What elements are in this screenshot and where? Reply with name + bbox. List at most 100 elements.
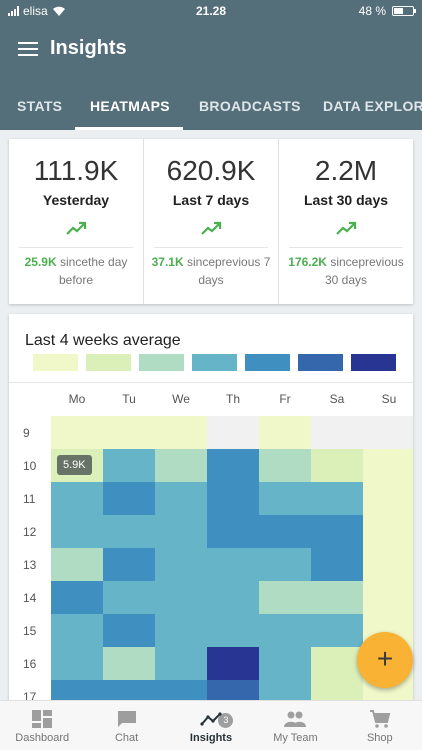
heatmap-cell[interactable]: [155, 581, 207, 614]
hour-label: 16: [23, 657, 37, 671]
heatmap-cell[interactable]: [155, 449, 207, 482]
nav-label: Insights: [189, 732, 233, 744]
dashboard-icon: [32, 710, 53, 728]
day-header: Mo: [68, 392, 86, 406]
heatmap-cell[interactable]: [51, 614, 103, 647]
heatmap-cell[interactable]: [259, 548, 311, 581]
nav-shop[interactable]: Shop: [338, 701, 422, 750]
heatmap-cell[interactable]: [51, 416, 103, 449]
heatmap-title: Last 4 weeks average: [25, 332, 181, 349]
signal-icon: [8, 6, 19, 16]
heatmap-cell[interactable]: [363, 449, 413, 482]
tab-data-explorer[interactable]: DATA EXPLORE: [323, 98, 422, 114]
tab-heatmaps[interactable]: HEATMAPS: [90, 98, 170, 114]
heatmap-card: Last 4 weeks average Mo Tu We Th Fr Sa Su 9 10 11…: [9, 314, 413, 704]
heatmap-cell[interactable]: [363, 416, 413, 449]
heatmap-cell[interactable]: [207, 416, 259, 449]
stat-last-7-days: 620.9K Last 7 days 37.1K sinceprevious 7…: [144, 139, 279, 304]
menu-icon[interactable]: [18, 42, 38, 58]
legend-swatch: [245, 354, 290, 371]
heatmap-cell[interactable]: [207, 614, 259, 647]
stat-label: Last 30 days: [303, 192, 389, 208]
heatmap-cell[interactable]: [363, 482, 413, 515]
heatmap-cell[interactable]: [103, 614, 155, 647]
heatmap-cell[interactable]: [363, 515, 413, 548]
status-time: 21.28: [195, 4, 227, 18]
heatmap-cell[interactable]: [363, 548, 413, 581]
heatmap-cell[interactable]: [363, 581, 413, 614]
stat-last-30-days: 2.2M Last 30 days 176.2K sinceprevious 3…: [279, 139, 413, 304]
stat-comparison: 37.1K sinceprevious 7 days: [151, 255, 271, 287]
nav-insights[interactable]: Insights: [169, 701, 253, 750]
tab-stats[interactable]: STATS: [17, 98, 63, 114]
legend-swatch: [351, 354, 396, 371]
heatmap-cell[interactable]: [259, 581, 311, 614]
heatmap-cell[interactable]: [155, 614, 207, 647]
heatmap-cell[interactable]: [259, 614, 311, 647]
legend-swatch: [139, 354, 184, 371]
nav-chat[interactable]: 3 Chat: [84, 701, 234, 750]
nav-label: Shop: [366, 732, 393, 744]
heatmap-cell[interactable]: [155, 548, 207, 581]
heatmap-cell[interactable]: [103, 482, 155, 515]
heatmap-cell[interactable]: [207, 581, 259, 614]
trending-up-icon: [201, 221, 222, 235]
day-header: Fr: [279, 392, 291, 406]
tab-broadcasts[interactable]: BROADCASTS: [199, 98, 301, 114]
day-header: Tu: [122, 392, 136, 406]
chat-badge: 3: [218, 713, 234, 728]
heatmap-cell[interactable]: [155, 647, 207, 680]
status-bar: elisa 21.28 48 %: [0, 0, 422, 22]
nav-dashboard[interactable]: Dashboard: [0, 701, 84, 750]
heatmap-cell[interactable]: [311, 581, 363, 614]
heatmap-cell[interactable]: [155, 515, 207, 548]
stats-card: 111.9K Yesterday 25.9K sincethe day befo…: [9, 139, 413, 304]
heatmap-cell[interactable]: [51, 482, 103, 515]
heatmap-cell[interactable]: [103, 581, 155, 614]
heatmap-cell[interactable]: [207, 515, 259, 548]
nav-label: My Team: [273, 732, 318, 744]
heatmap-cell[interactable]: [259, 416, 311, 449]
legend-swatch: [192, 354, 237, 371]
heatmap-cell[interactable]: [103, 515, 155, 548]
heatmap-cell[interactable]: [51, 515, 103, 548]
heatmap-cell[interactable]: [259, 449, 311, 482]
heatmap-cell[interactable]: [259, 482, 311, 515]
heatmap-cell[interactable]: [259, 647, 311, 680]
heatmap-cell[interactable]: [311, 647, 363, 680]
legend-swatch: [298, 354, 343, 371]
heatmap-cell[interactable]: [103, 548, 155, 581]
heatmap-cell[interactable]: [311, 548, 363, 581]
heatmap-cell[interactable]: [103, 647, 155, 680]
heatmap-cell[interactable]: [207, 647, 259, 680]
hour-label: 12: [23, 525, 37, 539]
heatmap-cell[interactable]: [311, 482, 363, 515]
heatmap-cell[interactable]: [51, 647, 103, 680]
heatmap-cell[interactable]: [51, 548, 103, 581]
nav-my-team[interactable]: My Team: [253, 701, 337, 750]
battery-percent: 48 %: [358, 4, 386, 18]
stat-yesterday: 111.9K Yesterday 25.9K sincethe day befo…: [9, 139, 144, 304]
heatmap-cell[interactable]: [311, 515, 363, 548]
heatmap-cell[interactable]: [259, 515, 311, 548]
heatmap-cell[interactable]: [207, 548, 259, 581]
heatmap-cell[interactable]: [207, 449, 259, 482]
heatmap-cell[interactable]: [311, 416, 363, 449]
hour-label: 15: [23, 624, 37, 638]
heatmap-cell[interactable]: [311, 614, 363, 647]
tab-bar: STATS HEATMAPS BROADCASTS DATA EXPLORE: [0, 80, 422, 130]
bottom-nav: Dashboard 3 Chat Insights My Team Shop: [0, 700, 422, 750]
heatmap-cell[interactable]: [311, 449, 363, 482]
heatmap-cell[interactable]: [207, 482, 259, 515]
heatmap-cell[interactable]: [155, 482, 207, 515]
hour-label: 10: [23, 459, 37, 473]
chat-icon: [117, 711, 136, 727]
heatmap-cell[interactable]: [103, 416, 155, 449]
app-bar: Insights: [0, 22, 422, 80]
day-header: Su: [381, 392, 397, 406]
heatmap-cell[interactable]: [103, 449, 155, 482]
legend-swatch: [33, 354, 78, 371]
heatmap-cell[interactable]: [51, 581, 103, 614]
add-button[interactable]: +: [357, 632, 413, 688]
heatmap-cell[interactable]: [155, 416, 207, 449]
